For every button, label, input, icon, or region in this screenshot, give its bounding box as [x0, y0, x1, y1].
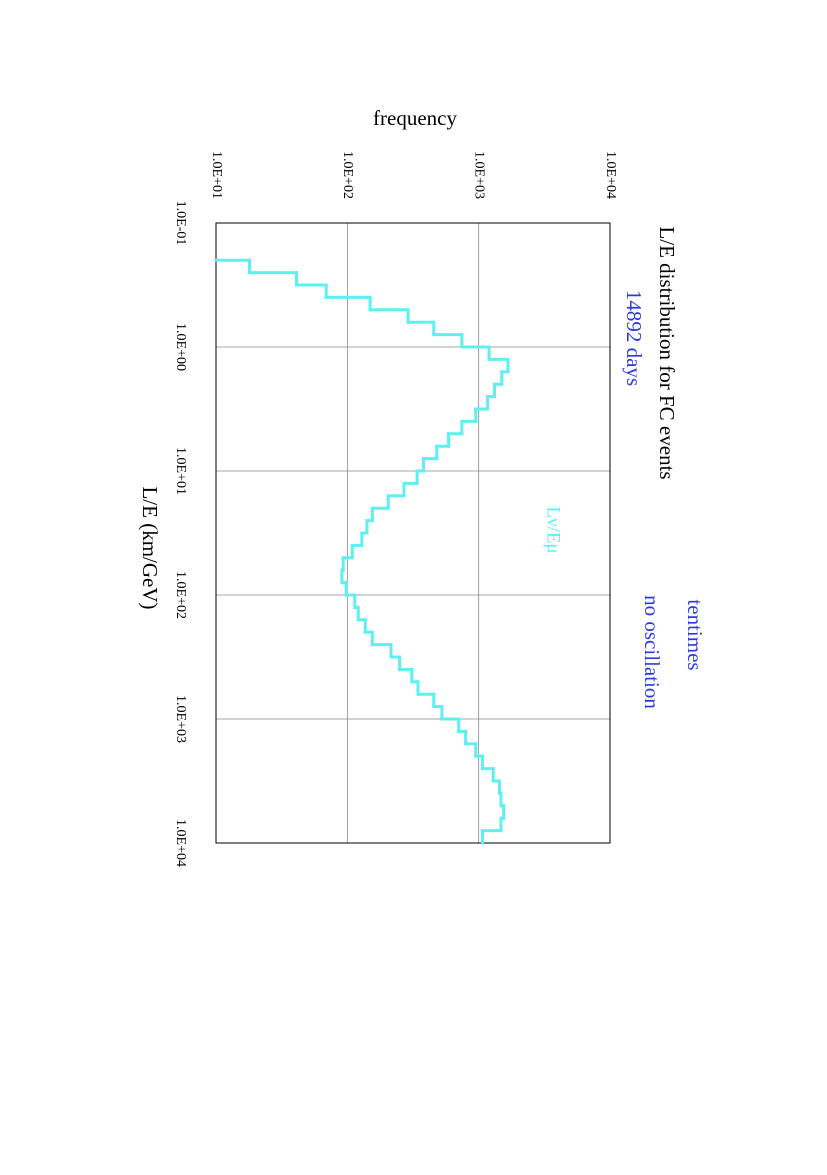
rotated-plot: L/E distribution for FC events 14892 day… — [138, 151, 707, 867]
x-tick-label: 1.0E+00 — [173, 323, 188, 371]
x-axis-label: L/E (km/GeV) — [138, 486, 162, 609]
plot-frame — [215, 222, 611, 844]
x-tick-label: 1.0E+04 — [173, 819, 188, 867]
chart-title: L/E distribution for FC events — [655, 226, 679, 479]
legend-label: Lν/Eμ — [543, 506, 564, 553]
y-tick-label: 1.0E+03 — [471, 151, 486, 199]
y-tick-label: 1.0E+04 — [603, 151, 618, 199]
x-tick-label: 1.0E-01 — [173, 201, 188, 246]
x-tick-label: 1.0E+02 — [173, 571, 188, 619]
x-tick-label: 1.0E+03 — [173, 695, 188, 743]
annotation: no oscillation — [640, 595, 664, 709]
y-tick-label: 1.0E+02 — [340, 151, 355, 199]
annotation: tentimes — [683, 599, 707, 670]
y-tick-label: 1.0E+01 — [209, 151, 224, 199]
x-tick-label: 1.0E+01 — [173, 447, 188, 495]
y-axis-label: frequency — [373, 106, 457, 130]
chart-subtitle: 14892 days — [622, 290, 646, 386]
